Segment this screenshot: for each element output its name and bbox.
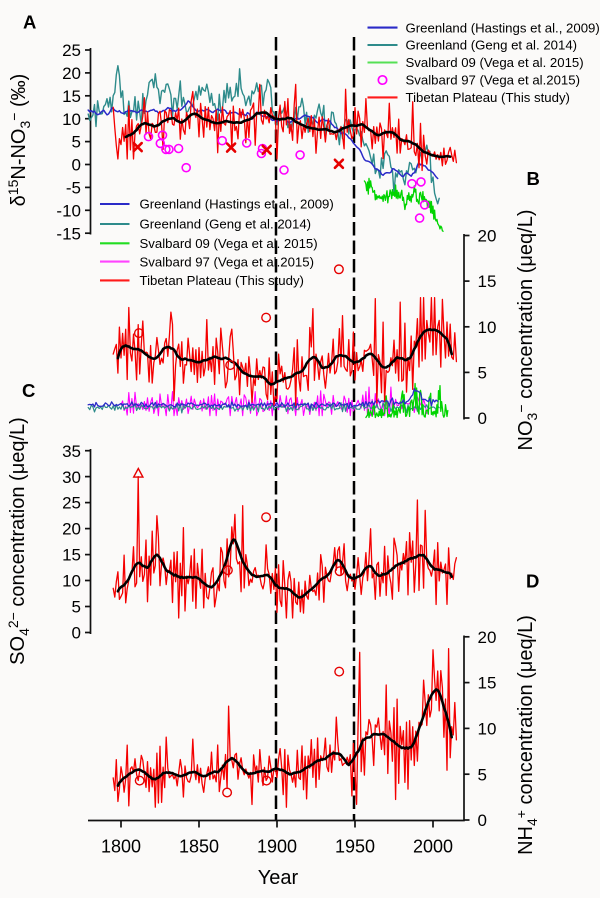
- svg-text:1900: 1900: [257, 837, 297, 857]
- svg-text:10: 10: [478, 720, 497, 739]
- svg-text:Greenland (Hastings et al., 20: Greenland (Hastings et al., 2009): [406, 20, 600, 35]
- svg-text:C: C: [22, 380, 35, 401]
- svg-text:20: 20: [62, 64, 81, 83]
- svg-text:Greenland (Hastings et al., 20: Greenland (Hastings et al., 2009): [140, 197, 334, 212]
- svg-text:Svalbard 09 (Vega et al. 2015): Svalbard 09 (Vega et al. 2015): [140, 236, 318, 251]
- svg-text:15: 15: [62, 87, 81, 106]
- svg-text:30: 30: [62, 468, 81, 487]
- svg-text:Greenland (Geng et al. 2014): Greenland (Geng et al. 2014): [140, 217, 312, 232]
- svg-text:25: 25: [62, 41, 81, 60]
- svg-text:NH4+ concentration (μeq/L): NH4+ concentration (μeq/L): [513, 615, 540, 855]
- svg-text:20: 20: [62, 520, 81, 539]
- svg-text:0: 0: [478, 811, 487, 830]
- svg-text:1850: 1850: [179, 837, 219, 857]
- svg-text:Svalbard 09 (Vega et al. 2015): Svalbard 09 (Vega et al. 2015): [406, 55, 584, 70]
- svg-text:2000: 2000: [413, 837, 453, 857]
- svg-text:Year: Year: [258, 867, 299, 889]
- svg-text:25: 25: [62, 494, 81, 513]
- svg-text:1950: 1950: [335, 837, 375, 857]
- svg-text:SO42− concentration (μeq/L): SO42− concentration (μeq/L): [5, 417, 32, 665]
- svg-text:5: 5: [72, 598, 81, 617]
- svg-text:0: 0: [72, 156, 81, 175]
- svg-text:10: 10: [62, 110, 81, 129]
- svg-text:D: D: [526, 571, 539, 592]
- svg-text:5: 5: [478, 765, 487, 784]
- svg-text:-15: -15: [56, 224, 81, 243]
- svg-text:Svalbard 97 (Vega et al.2015): Svalbard 97 (Vega et al.2015): [140, 254, 315, 269]
- svg-text:0: 0: [478, 409, 487, 428]
- svg-text:Tibetan Plateau (This study): Tibetan Plateau (This study): [406, 90, 570, 105]
- svg-text:Svalbard 97 (Vega et al.2015): Svalbard 97 (Vega et al.2015): [406, 73, 581, 88]
- svg-text:-10: -10: [56, 201, 81, 220]
- svg-text:Tibetan Plateau (This study): Tibetan Plateau (This study): [140, 273, 304, 288]
- svg-text:5: 5: [478, 364, 487, 383]
- svg-text:-5: -5: [66, 179, 81, 198]
- svg-text:15: 15: [478, 272, 497, 291]
- svg-text:Greenland (Geng et al. 2014): Greenland (Geng et al. 2014): [406, 38, 578, 53]
- svg-text:10: 10: [62, 572, 81, 591]
- svg-text:5: 5: [72, 133, 81, 152]
- svg-text:20: 20: [478, 628, 497, 647]
- svg-text:35: 35: [62, 442, 81, 461]
- svg-text:0: 0: [72, 624, 81, 643]
- svg-text:A: A: [23, 12, 36, 33]
- svg-text:1800: 1800: [101, 837, 141, 857]
- svg-text:B: B: [527, 168, 540, 189]
- svg-text:20: 20: [478, 227, 497, 246]
- svg-text:15: 15: [478, 674, 497, 693]
- svg-text:10: 10: [478, 318, 497, 337]
- svg-text:15: 15: [62, 546, 81, 565]
